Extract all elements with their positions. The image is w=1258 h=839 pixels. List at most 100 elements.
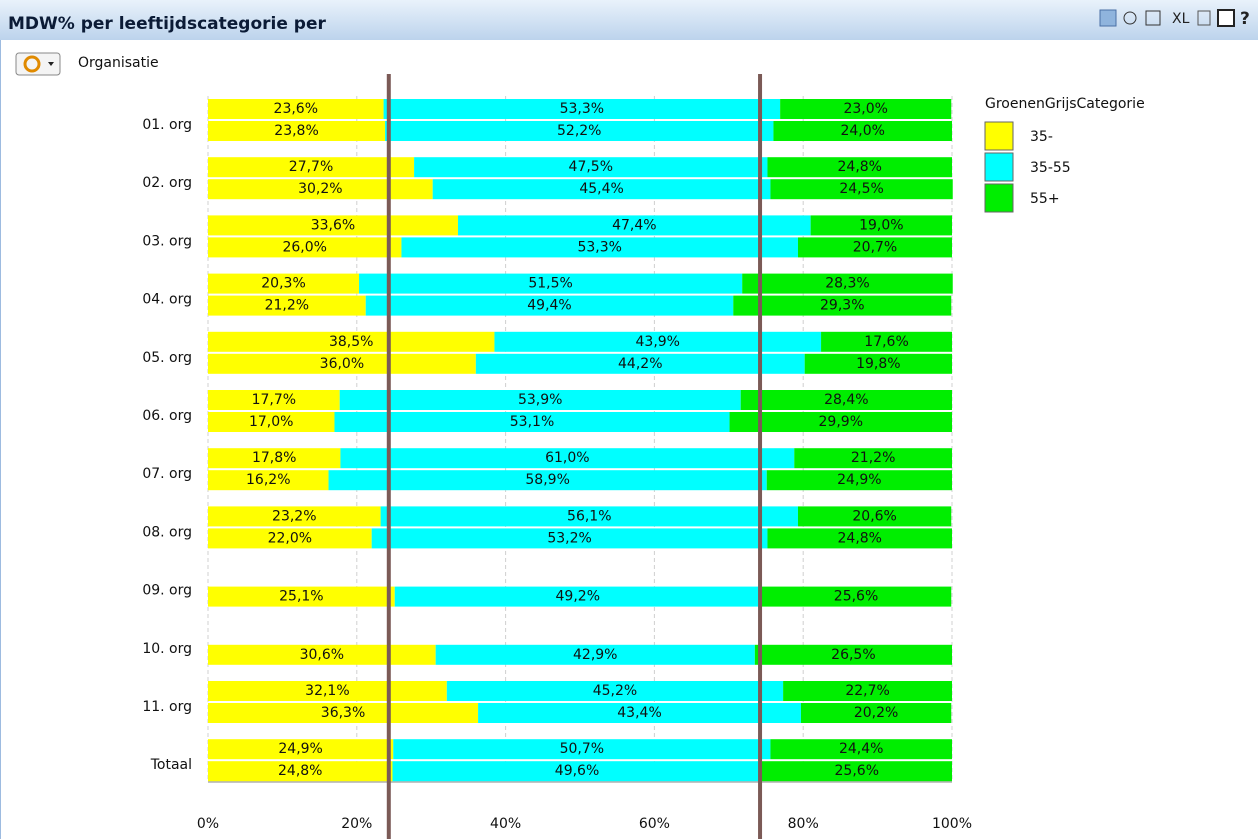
value-label: 17,6% [864, 334, 908, 350]
value-label: 21,2% [265, 298, 309, 314]
bar-segment [208, 353, 476, 374]
legend-label: 35- [1030, 129, 1053, 145]
value-label: 47,4% [612, 217, 656, 233]
title-bar [0, 0, 1258, 40]
bar-segment [797, 237, 952, 258]
value-label: 27,7% [289, 159, 333, 175]
icon-maximize[interactable] [1217, 9, 1235, 27]
bar-segment [773, 121, 952, 141]
value-label: 19,8% [856, 356, 900, 372]
value-label: 51,5% [528, 276, 572, 292]
value-label: 24,8% [278, 763, 322, 779]
value-label: 23,8% [274, 123, 318, 139]
value-label: 47,5% [569, 159, 613, 175]
y-tick-label: Totaal [150, 757, 192, 773]
bar-segment [804, 353, 952, 374]
value-label: 28,3% [825, 276, 869, 292]
panel-title: MDW% per leeftijdscategorie per [8, 14, 326, 34]
bar-segment [393, 739, 771, 760]
bar-segment [208, 644, 436, 665]
bar-segment [385, 121, 774, 141]
value-label: 26,0% [282, 239, 326, 255]
value-label: 29,9% [819, 414, 863, 430]
bar-segment [208, 215, 458, 236]
bar-segment [821, 331, 952, 352]
value-label: 24,4% [839, 741, 883, 757]
bar-segment [794, 448, 952, 469]
value-label: 45,4% [579, 181, 623, 197]
y-tick-label: 02. org [142, 175, 192, 191]
bar-segment [340, 448, 795, 469]
bar-segment [478, 703, 801, 723]
value-label: 30,2% [298, 181, 342, 197]
value-label: 44,2% [618, 356, 662, 372]
value-label: 24,8% [838, 530, 882, 546]
bar-segment [435, 644, 755, 665]
value-label: 16,2% [246, 472, 290, 488]
value-label: 53,3% [577, 239, 621, 255]
value-label: 20,2% [854, 705, 898, 721]
bar-segment [457, 215, 811, 236]
bar-segment [760, 586, 952, 607]
dimension-label: Organisatie [78, 55, 159, 71]
bar-segment [446, 681, 784, 701]
bar-segment [740, 390, 952, 410]
value-label: 23,6% [274, 101, 318, 117]
value-label: 19,0% [859, 217, 903, 233]
value-label: 38,5% [329, 334, 373, 350]
value-label: 61,0% [545, 450, 589, 466]
value-label: 49,6% [555, 763, 599, 779]
bar-segment [742, 273, 953, 294]
value-label: 26,5% [831, 647, 875, 663]
value-label: 49,2% [556, 589, 600, 605]
x-tick-label: 100% [932, 816, 972, 832]
y-tick-label: 09. org [142, 583, 192, 599]
value-label: 24,9% [837, 472, 881, 488]
bar-segment [208, 99, 384, 119]
bar-segment [208, 273, 360, 294]
x-tick-label: 40% [490, 816, 521, 832]
y-tick-label: 04. org [142, 292, 192, 308]
legend-swatch [984, 152, 1014, 182]
value-label: 22,7% [845, 683, 889, 699]
bar-segment [394, 586, 761, 607]
value-label: 20,7% [853, 239, 897, 255]
bar-segment [432, 179, 771, 200]
icon-help[interactable]: ? [1240, 9, 1250, 29]
bar-segment [208, 121, 386, 141]
bar-segment [780, 99, 952, 119]
value-label: 50,7% [560, 741, 604, 757]
bar-segment [208, 506, 381, 527]
bar-segment [208, 470, 329, 491]
value-label: 53,2% [547, 530, 591, 546]
value-label: 20,3% [261, 276, 305, 292]
x-tick-label: 0% [197, 816, 219, 832]
value-label: 53,3% [560, 101, 604, 117]
legend-swatch [984, 183, 1014, 213]
bar-segment [767, 528, 952, 549]
icon-print[interactable] [1145, 10, 1161, 26]
value-label: 56,1% [567, 508, 611, 524]
value-label: 24,5% [839, 181, 883, 197]
bar-segment [359, 273, 743, 294]
bar-segment [783, 681, 952, 701]
y-tick-label: 01. org [142, 117, 192, 133]
y-tick-label: 11. org [142, 699, 192, 715]
icon-excel[interactable]: XL [1172, 11, 1190, 27]
x-tick-label: 20% [341, 816, 372, 832]
value-label: 20,6% [852, 508, 896, 524]
bar-segment [729, 412, 952, 432]
icon-copy[interactable] [1197, 10, 1211, 26]
bar-segment [754, 644, 952, 665]
icon-clear[interactable] [1123, 11, 1137, 25]
value-label: 24,9% [278, 741, 322, 757]
bar-segment [770, 739, 952, 760]
value-label: 17,0% [249, 414, 293, 430]
y-tick-label: 07. org [142, 466, 192, 482]
bar-segment [392, 761, 762, 782]
value-label: 17,7% [252, 392, 296, 408]
icon-export[interactable] [1099, 9, 1117, 27]
value-label: 21,2% [851, 450, 895, 466]
legend-swatch [984, 121, 1014, 151]
bar-segment [208, 761, 393, 782]
